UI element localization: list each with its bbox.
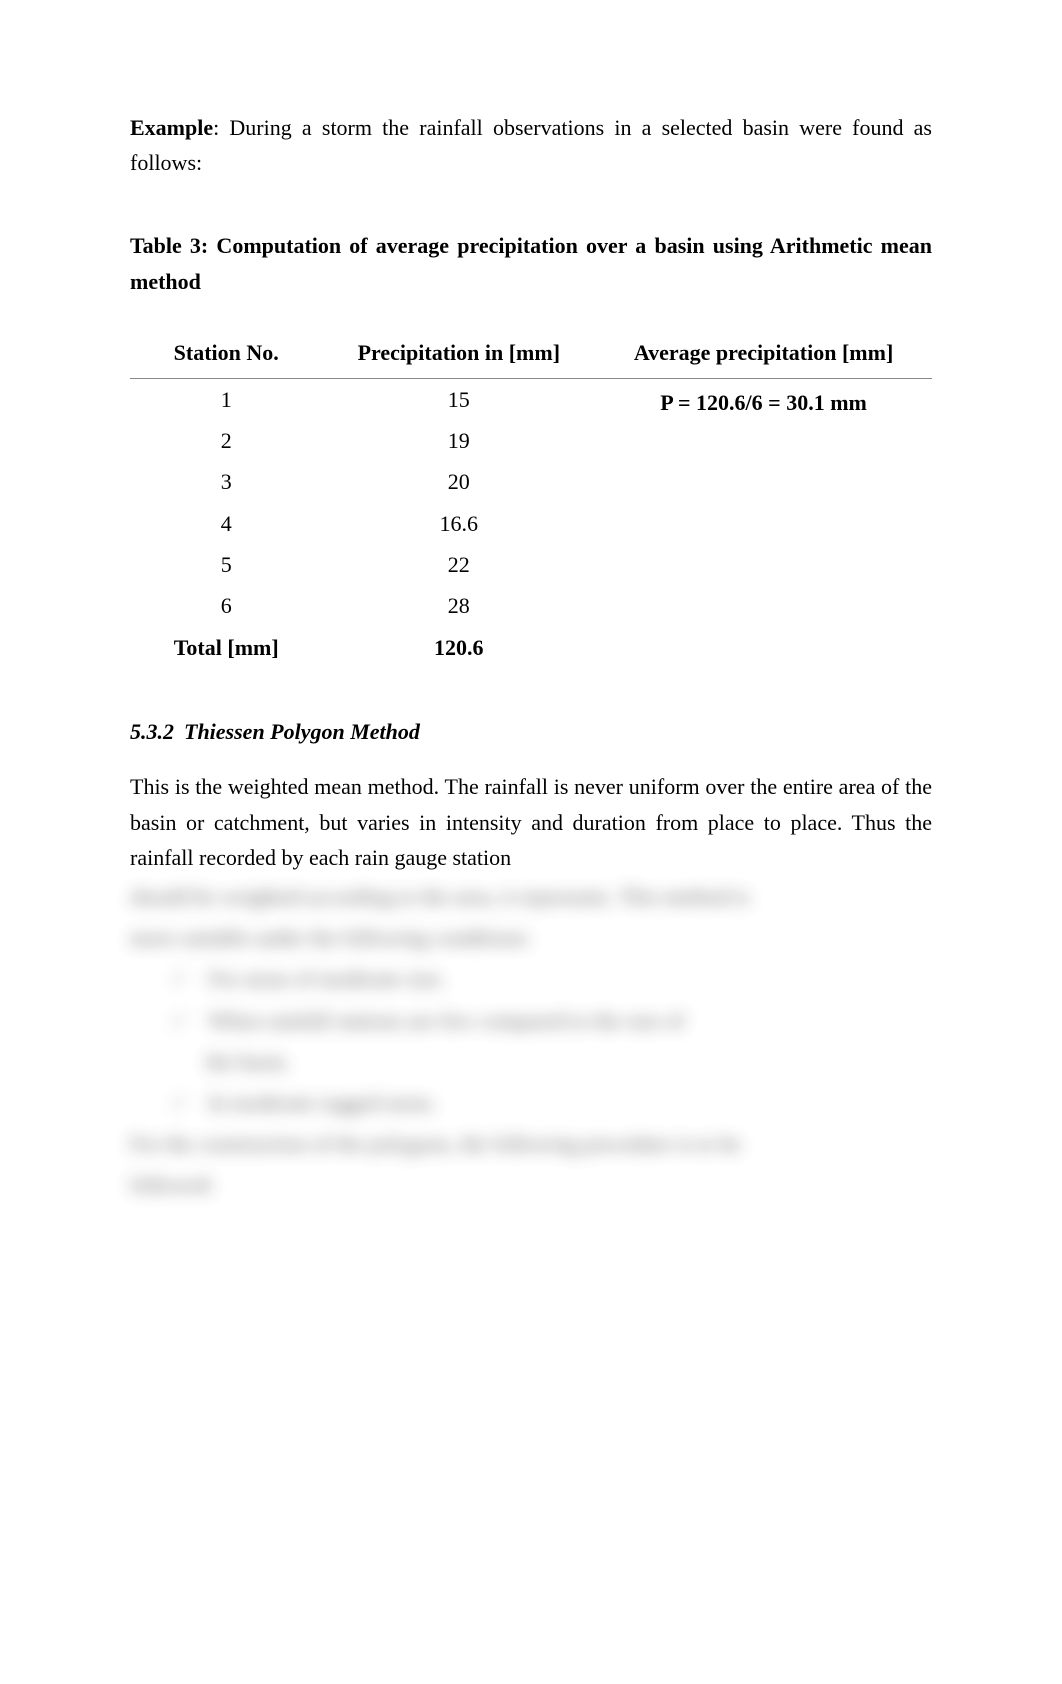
cell-precip: 15 — [322, 378, 595, 420]
blurred-item-text: For areas of moderate size. — [208, 966, 446, 991]
header-station: Station No. — [130, 329, 322, 379]
blurred-list-item: ✓ When rainfall stations are few compared… — [170, 1003, 932, 1038]
cell-precip: 22 — [322, 544, 595, 585]
section-title: Thiessen Polygon Method — [184, 719, 420, 744]
total-value: 120.6 — [322, 626, 595, 668]
check-icon: ✓ — [170, 1008, 188, 1033]
table-caption: Table 3: Computation of average precipit… — [130, 228, 932, 298]
blurred-content: should be weighted according to the area… — [130, 879, 932, 1203]
blurred-item-text: When rainfall stations are few compared … — [208, 1008, 684, 1033]
example-text: : During a storm the rainfall observatio… — [130, 115, 932, 175]
section-number: 5.3.2 — [130, 719, 174, 744]
table-header-row: Station No. Precipitation in [mm] Averag… — [130, 329, 932, 379]
cell-precip: 16.6 — [322, 503, 595, 544]
blurred-list: ✓ For areas of moderate size. ✓ When rainf… — [130, 961, 932, 1120]
blurred-list-item: ✓ In moderate rugged areas. — [170, 1085, 932, 1120]
example-intro: Example: During a storm the rainfall obs… — [130, 110, 932, 180]
cell-station: 4 — [130, 503, 322, 544]
cell-precip: 19 — [322, 420, 595, 461]
cell-station: 5 — [130, 544, 322, 585]
blurred-text: For the construction of the polygons, th… — [130, 1126, 932, 1161]
blurred-list-item: the basin. — [170, 1044, 932, 1079]
section-heading: 5.3.2 Thiessen Polygon Method — [130, 714, 932, 749]
blurred-item-text: In moderate rugged areas. — [208, 1090, 436, 1115]
cell-station: 2 — [130, 420, 322, 461]
blurred-text: more suitable under the following condit… — [130, 920, 932, 955]
blurred-item-text: the basin. — [206, 1049, 290, 1074]
blurred-list-item: ✓ For areas of moderate size. — [170, 961, 932, 996]
cell-station: 1 — [130, 378, 322, 420]
precipitation-table: Station No. Precipitation in [mm] Averag… — [130, 329, 932, 669]
total-label: Total [mm] — [130, 626, 322, 668]
cell-station: 6 — [130, 585, 322, 626]
table-row: 1 15 P = 120.6/6 = 30.1 mm — [130, 378, 932, 420]
cell-station: 3 — [130, 461, 322, 502]
cell-precip: 28 — [322, 585, 595, 626]
cell-precip: 20 — [322, 461, 595, 502]
header-avg: Average precipitation [mm] — [595, 329, 932, 379]
check-icon: ✓ — [170, 1090, 188, 1115]
blurred-text: should be weighted according to the area… — [130, 879, 932, 914]
check-icon: ✓ — [170, 966, 188, 991]
section-para: This is the weighted mean method. The ra… — [130, 769, 932, 875]
header-precip: Precipitation in [mm] — [322, 329, 595, 379]
blurred-text: followed: — [130, 1167, 932, 1202]
example-label: Example — [130, 115, 213, 140]
cell-avg-result: P = 120.6/6 = 30.1 mm — [595, 378, 932, 668]
